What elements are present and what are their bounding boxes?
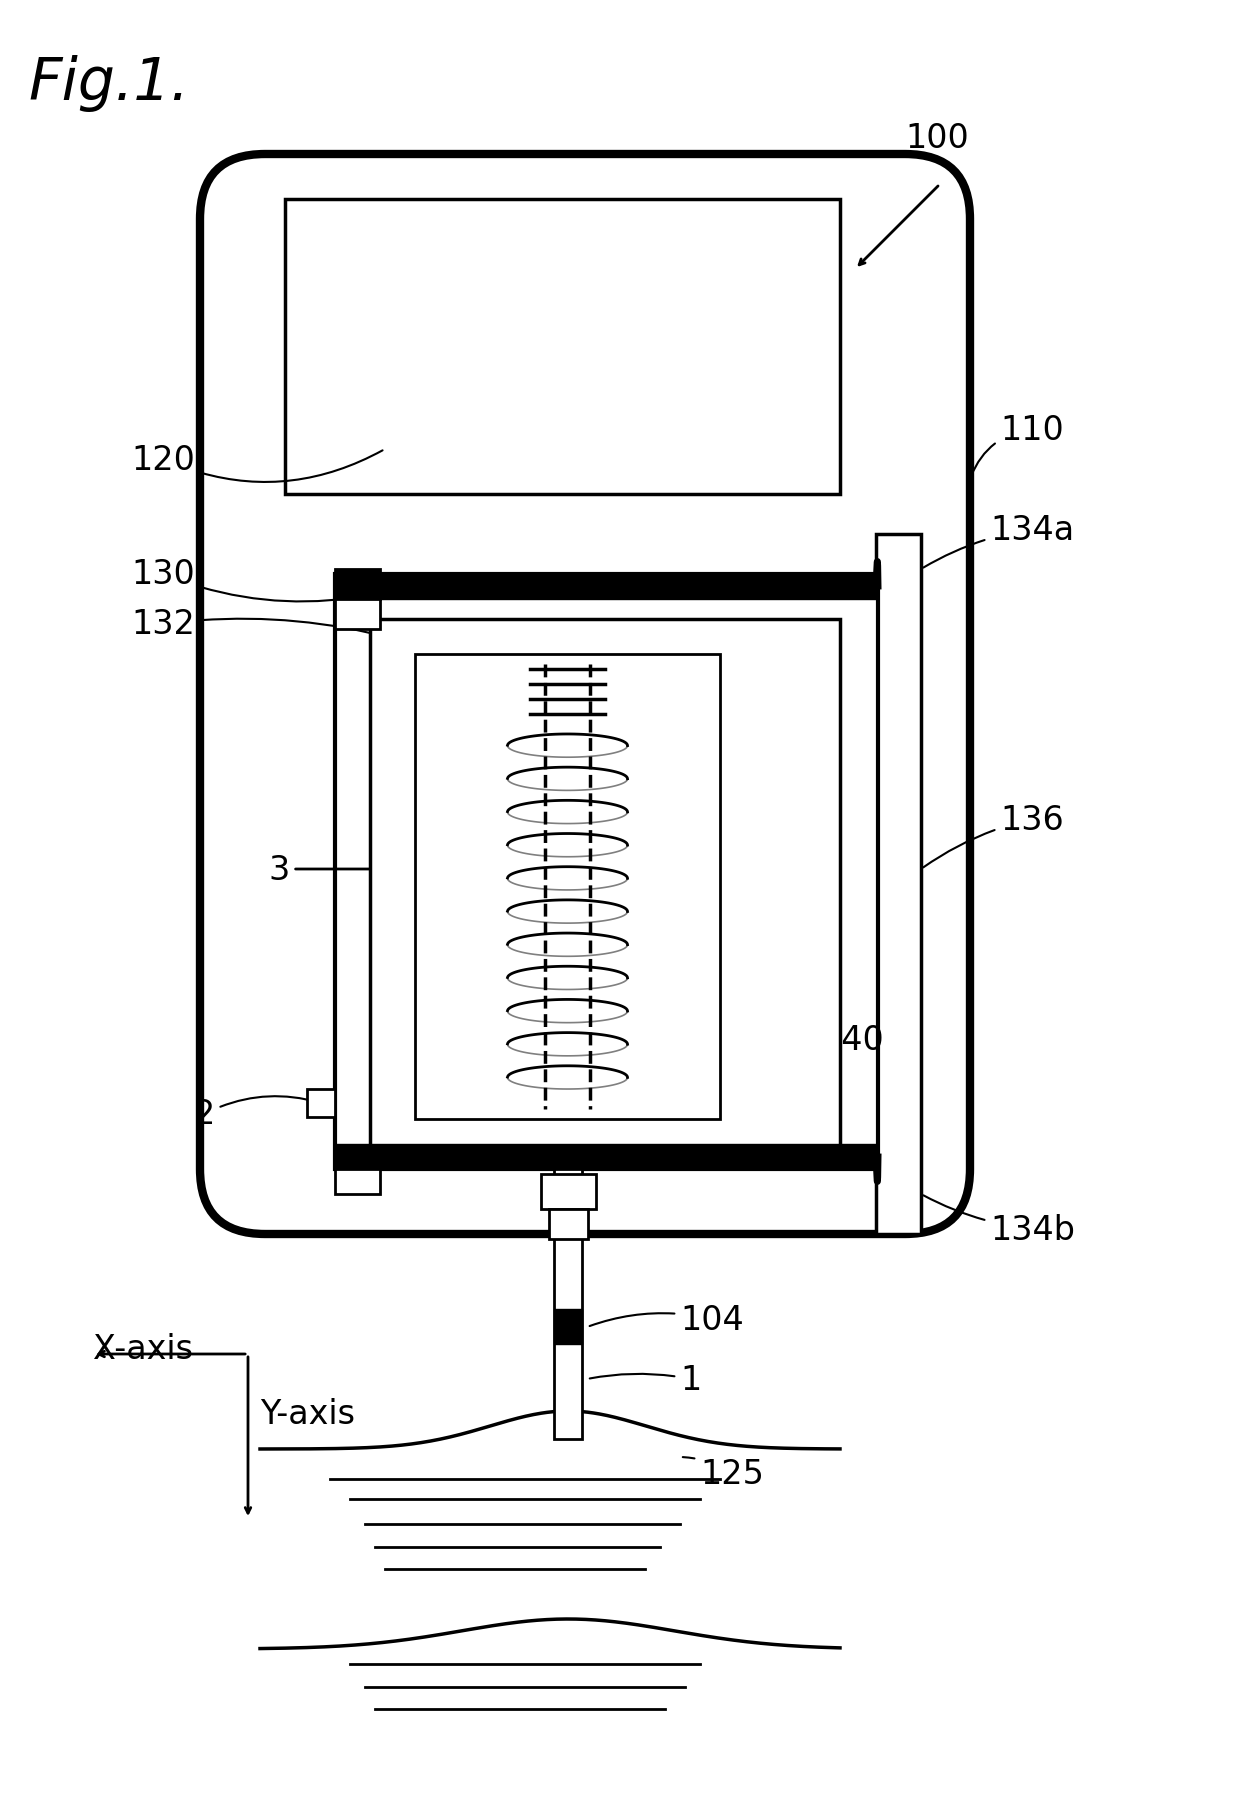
Text: 3: 3 (269, 854, 507, 886)
Bar (415, 655, 720, 1119)
Bar (335, 1144, 878, 1170)
Text: 134b: 134b (924, 1195, 1075, 1245)
Bar (370, 619, 839, 1155)
Bar (554, 1170, 582, 1439)
Text: 125: 125 (683, 1457, 764, 1491)
Bar (554, 1309, 582, 1345)
Bar (335, 599, 379, 630)
Bar (285, 200, 839, 495)
Text: 130: 130 (131, 558, 372, 603)
FancyBboxPatch shape (200, 155, 970, 1235)
Bar (549, 1209, 588, 1240)
Bar (335, 574, 878, 599)
Bar (335, 1170, 379, 1195)
Text: X-axis: X-axis (93, 1332, 193, 1365)
Text: 140: 140 (723, 1022, 884, 1056)
Text: 132: 132 (131, 608, 392, 641)
Text: Fig.1.: Fig.1. (29, 54, 188, 112)
Bar (875, 534, 921, 1235)
Bar (335, 574, 878, 1170)
Text: 104: 104 (589, 1303, 744, 1336)
Text: Y-axis: Y-axis (260, 1397, 355, 1431)
Bar (335, 570, 379, 599)
Text: 100: 100 (905, 123, 968, 155)
Text: 120: 120 (131, 444, 383, 482)
Text: 136: 136 (924, 803, 1064, 868)
Text: 110: 110 (971, 413, 1064, 477)
Text: 134a: 134a (924, 513, 1074, 569)
Text: 2: 2 (193, 1097, 319, 1132)
Bar (308, 1090, 335, 1117)
Text: 1: 1 (590, 1363, 702, 1395)
Bar (541, 1175, 596, 1209)
